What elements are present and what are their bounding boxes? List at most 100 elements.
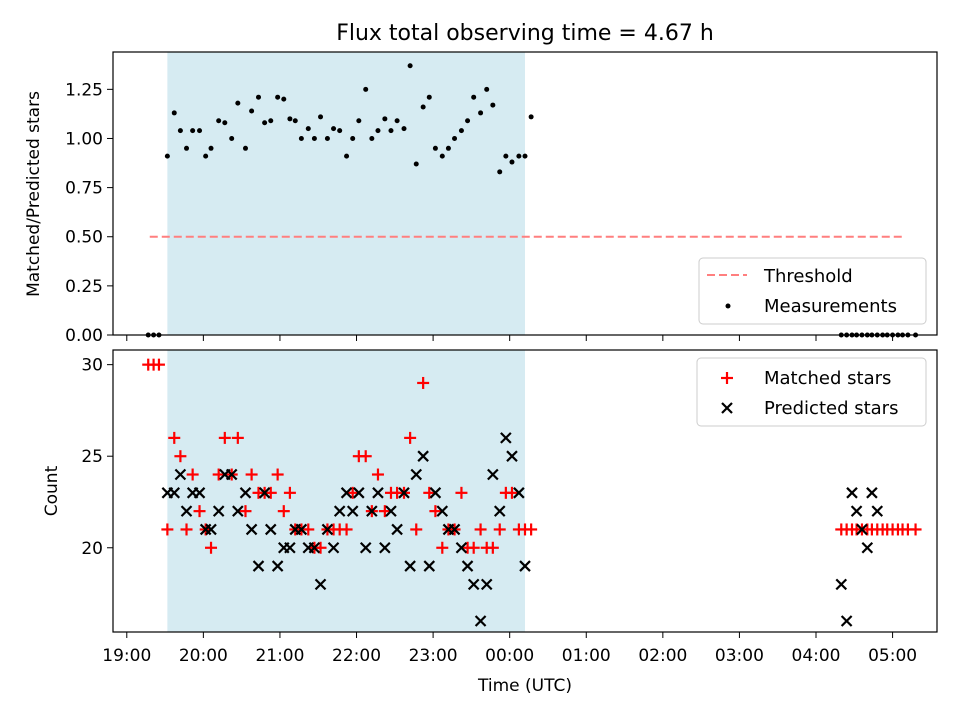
- measurement-point: [490, 102, 496, 108]
- legend-predicted-swatch: [721, 402, 733, 414]
- x-tick-label: 00:00: [485, 646, 534, 666]
- matched-star-marker: [205, 541, 218, 554]
- matched-star-marker: [152, 358, 165, 371]
- measurement-point: [164, 153, 170, 159]
- matched-star-marker: [174, 450, 187, 463]
- predicted-star-marker: [252, 560, 265, 572]
- predicted-star-marker: [487, 468, 499, 481]
- predicted-star-marker: [284, 541, 296, 554]
- count-y-axis: 20 25 30: [81, 356, 113, 559]
- measurement-point: [478, 110, 484, 116]
- measurement-point: [229, 135, 235, 141]
- measurement-point: [458, 128, 464, 134]
- measurement-point: [305, 126, 311, 132]
- measurement-point: [382, 116, 388, 122]
- matched-star-marker: [909, 523, 922, 536]
- predicted-star-marker: [448, 523, 461, 536]
- predicted-star-marker: [404, 560, 416, 572]
- matched-star-marker: [423, 486, 436, 499]
- x-tick-label: 03:00: [715, 646, 764, 666]
- ratio-panel: 0.00 0.25 0.50 0.75 1.00 1.25 Matched/Predict…: [24, 51, 938, 346]
- measurement-point: [528, 114, 534, 120]
- measurement-point: [439, 153, 445, 159]
- matched-star-marker: [371, 468, 384, 481]
- predicted-star-marker: [346, 505, 359, 517]
- y-tick-label: 0.75: [65, 179, 103, 199]
- predicted-star-marker: [372, 487, 384, 499]
- y-tick-label: 0.25: [65, 277, 103, 297]
- measurement-point: [242, 145, 248, 151]
- predicted-star-marker: [239, 487, 252, 499]
- predicted-star-marker: [205, 523, 217, 536]
- matched-star-marker: [271, 468, 284, 481]
- predicted-star-marker: [871, 505, 884, 517]
- predicted-star-marker: [366, 505, 378, 517]
- measurement-point: [216, 118, 222, 124]
- x-tick-label: 02:00: [638, 646, 687, 666]
- predicted-star-marker: [429, 487, 442, 499]
- y-tick-label: 30: [81, 356, 103, 376]
- y-tick-label: 1.00: [65, 129, 103, 149]
- matched-star-marker: [245, 468, 258, 481]
- measurement-points: [145, 63, 919, 338]
- ratio-legend: Threshold Measurements: [698, 257, 927, 325]
- matched-star-marker: [359, 450, 372, 463]
- predicted-star-marker: [174, 468, 187, 481]
- measurement-point: [445, 145, 451, 151]
- measurement-point: [420, 104, 426, 110]
- count-y-label: Count: [42, 465, 62, 516]
- measurement-point: [465, 118, 471, 124]
- predicted-star-marker: [455, 541, 468, 554]
- x-tick-label: 04:00: [792, 646, 841, 666]
- predicted-star-marker: [513, 487, 525, 499]
- predicted-star-marker: [168, 487, 181, 499]
- legend-threshold-label: Threshold: [763, 266, 853, 287]
- matched-star-marker: [180, 523, 193, 536]
- predicted-star-marker: [417, 450, 429, 462]
- x-tick-label: 01:00: [562, 646, 611, 666]
- measurement-point: [413, 161, 419, 167]
- measurement-point: [197, 128, 203, 134]
- matched-star-marker: [410, 523, 423, 536]
- measurement-point: [401, 126, 407, 132]
- predicted-star-marker: [212, 505, 225, 517]
- predicted-star-marker: [391, 523, 403, 536]
- legend-measurements-swatch: [725, 303, 731, 309]
- x-tick-label: 19:00: [102, 646, 151, 666]
- predicted-star-marker: [506, 450, 518, 462]
- matched-star-marker: [340, 523, 353, 536]
- measurement-point: [190, 128, 196, 134]
- measurement-point: [522, 153, 528, 159]
- predicted-star-marker: [856, 523, 868, 536]
- predicted-star-marker: [436, 505, 449, 517]
- legend-measurements-label: Measurements: [764, 296, 897, 317]
- measurement-point: [203, 153, 209, 159]
- matched-star-marker: [277, 505, 290, 518]
- count-legend-box: [696, 357, 927, 427]
- measurement-point: [298, 135, 304, 141]
- measurement-point: [388, 128, 394, 134]
- y-tick-label: 20: [81, 539, 103, 559]
- predicted-star-marker: [333, 505, 346, 517]
- y-tick-label: 25: [81, 447, 103, 467]
- measurement-point: [407, 63, 413, 69]
- legend-matched-swatch: [721, 372, 733, 384]
- predicted-star-marker: [410, 468, 423, 481]
- x-tick-label: 20:00: [179, 646, 228, 666]
- matched-star-marker: [161, 523, 174, 536]
- measurement-point: [281, 96, 287, 102]
- matched-star-marker: [455, 486, 468, 499]
- matched-star-marker: [212, 468, 225, 481]
- count-panel: 20 25 30 Count Matched stars Predicted sta…: [42, 349, 938, 633]
- matched-star-marker: [314, 541, 327, 554]
- matched-star-marker: [231, 431, 244, 444]
- legend-matched-label: Matched stars: [764, 368, 891, 389]
- x-tick-label: 22:00: [332, 646, 381, 666]
- measurement-point: [184, 145, 190, 151]
- legend-predicted-label: Predicted stars: [764, 398, 898, 419]
- measurement-point: [171, 110, 177, 116]
- matched-star-marker: [302, 523, 315, 536]
- matched-star-marker: [493, 523, 506, 536]
- measurement-point: [275, 94, 281, 100]
- measurement-point: [497, 169, 503, 175]
